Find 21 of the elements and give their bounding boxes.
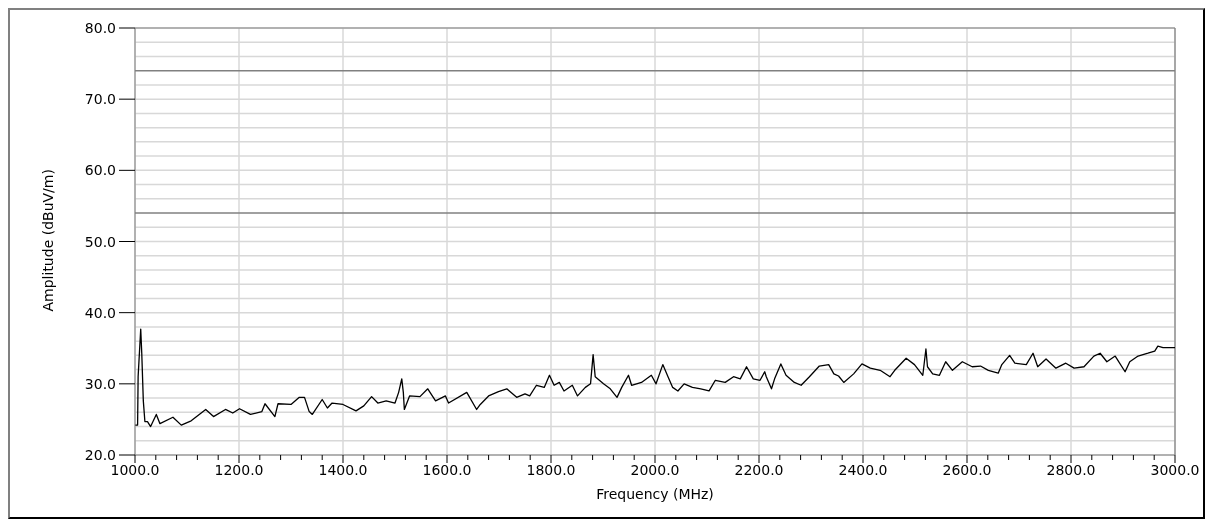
x-tick-label: 1000.0: [110, 462, 160, 478]
x-tick-label: 1400.0: [318, 462, 368, 478]
x-axis-title: Frequency (MHz): [596, 486, 714, 502]
x-tick-label: 2200.0: [734, 462, 784, 478]
x-tick-label: 2400.0: [838, 462, 888, 478]
x-tick-label: 1200.0: [214, 462, 264, 478]
y-tick-label: 60.0: [84, 162, 116, 179]
y-tick-label: 40.0: [84, 304, 116, 321]
line-series: [135, 328, 1175, 428]
x-tick-label: 3000.0: [1150, 462, 1200, 478]
y-tick-label: 50.0: [84, 233, 116, 250]
x-tick-label: 1800.0: [526, 462, 576, 478]
x-tick-label: 2800.0: [1046, 462, 1096, 478]
y-tick-label: 80.0: [84, 20, 116, 36]
y-tick-label: 20.0: [84, 447, 116, 463]
x-tick-label: 2000.0: [630, 462, 680, 478]
x-tick-label: 1600.0: [422, 462, 472, 478]
y-tick-label: 30.0: [84, 375, 116, 392]
y-tick-label: 70.0: [84, 91, 116, 108]
x-tick-label: 2600.0: [942, 462, 992, 478]
y-axis-title: Amplitude (dBuV/m): [39, 169, 56, 312]
